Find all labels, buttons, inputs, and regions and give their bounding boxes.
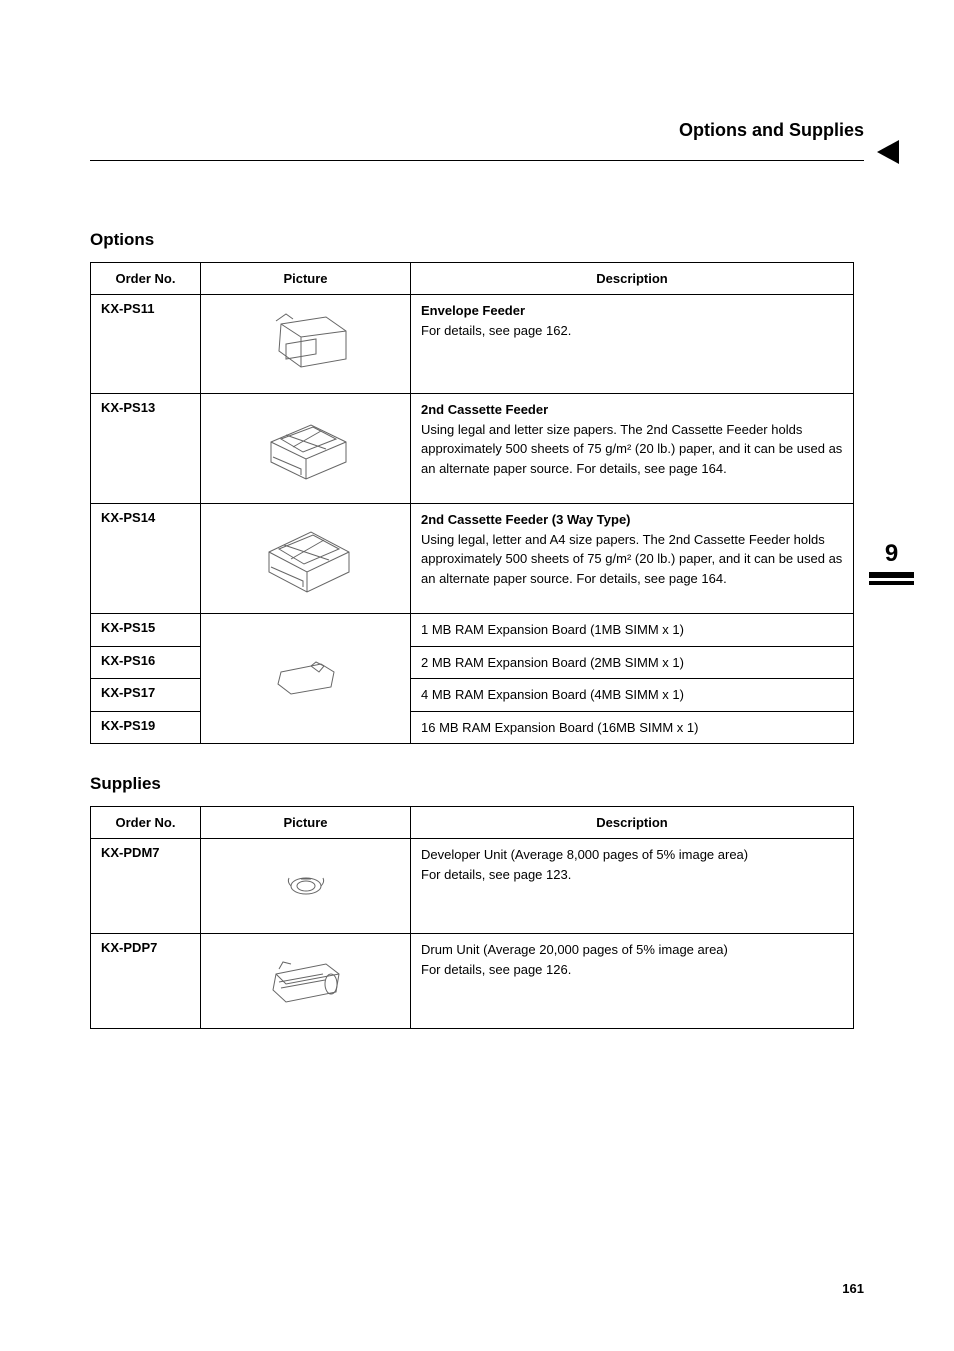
desc-title: 2nd Cassette Feeder (3 Way Type) (421, 512, 631, 527)
supplies-title: Supplies (90, 774, 854, 794)
ram-board-icon (266, 652, 346, 702)
picture-cell (201, 394, 411, 504)
envelope-feeder-icon (251, 309, 361, 379)
options-title: Options (90, 230, 854, 250)
header-description: Description (411, 807, 854, 839)
header-order-no: Order No. (91, 263, 201, 295)
order-no-cell: KX-PS14 (91, 504, 201, 614)
header-picture: Picture (201, 807, 411, 839)
header-divider (90, 160, 864, 161)
description-cell: 2 MB RAM Expansion Board (2MB SIMM x 1) (411, 646, 854, 679)
table-row: KX-PS13 2nd Cassette Feeder Using legal … (91, 394, 854, 504)
description-cell: 2nd Cassette Feeder (3 Way Type) Using l… (411, 504, 854, 614)
developer-unit-icon (281, 864, 331, 909)
description-cell: Developer Unit (Average 8,000 pages of 5… (411, 839, 854, 934)
drum-unit-icon (261, 954, 351, 1009)
options-table: Order No. Picture Description KX-PS11 (90, 262, 854, 744)
table-header-row: Order No. Picture Description (91, 807, 854, 839)
order-no-cell: KX-PDM7 (91, 839, 201, 934)
desc-line1: Drum Unit (Average 20,000 pages of 5% im… (421, 942, 728, 957)
page-number: 161 (842, 1281, 864, 1296)
table-row: KX-PDM7 Developer Unit (Average 8,000 pa… (91, 839, 854, 934)
desc-title: 2nd Cassette Feeder (421, 402, 548, 417)
picture-cell (201, 934, 411, 1029)
cassette-feeder-3way-icon (251, 517, 361, 597)
desc-title: Envelope Feeder (421, 303, 525, 318)
tab-bar-icon (869, 572, 914, 578)
description-cell: Drum Unit (Average 20,000 pages of 5% im… (411, 934, 854, 1029)
table-row: KX-PS14 2nd Cassette Feeder (3 Way Type)… (91, 504, 854, 614)
order-no-cell: KX-PS16 (91, 646, 201, 679)
description-cell: 2nd Cassette Feeder Using legal and lett… (411, 394, 854, 504)
description-cell: 4 MB RAM Expansion Board (4MB SIMM x 1) (411, 679, 854, 712)
header-order-no: Order No. (91, 807, 201, 839)
order-no-cell: KX-PS19 (91, 711, 201, 744)
order-no-cell: KX-PS13 (91, 394, 201, 504)
picture-cell (201, 839, 411, 934)
picture-cell (201, 504, 411, 614)
picture-cell (201, 614, 411, 744)
supplies-table: Order No. Picture Description KX-PDM7 (90, 806, 854, 1029)
order-no-cell: KX-PS15 (91, 614, 201, 647)
desc-line1: Developer Unit (Average 8,000 pages of 5… (421, 847, 748, 862)
picture-cell (201, 295, 411, 394)
table-row: KX-PS15 1 MB RAM Expansion Board (1MB SI… (91, 614, 854, 647)
desc-detail: Using legal and letter size papers. The … (421, 422, 842, 476)
description-cell: 16 MB RAM Expansion Board (16MB SIMM x 1… (411, 711, 854, 744)
desc-detail: Using legal, letter and A4 size papers. … (421, 532, 842, 586)
main-content: Options Order No. Picture Description KX… (90, 230, 854, 1059)
tab-number: 9 (869, 540, 914, 568)
table-header-row: Order No. Picture Description (91, 263, 854, 295)
table-row: KX-PDP7 Drum Unit (Average 20,000 pages … (91, 934, 854, 1029)
cassette-feeder-icon (251, 407, 361, 487)
header-arrow-icon (877, 140, 899, 164)
order-no-cell: KX-PS17 (91, 679, 201, 712)
desc-detail: For details, see page 162. (421, 323, 571, 338)
header-description: Description (411, 263, 854, 295)
desc-line2: For details, see page 123. (421, 867, 571, 882)
section-tab: 9 (869, 540, 914, 585)
order-no-cell: KX-PDP7 (91, 934, 201, 1029)
description-cell: 1 MB RAM Expansion Board (1MB SIMM x 1) (411, 614, 854, 647)
header-picture: Picture (201, 263, 411, 295)
table-row: KX-PS11 Envelope Feeder For details, see… (91, 295, 854, 394)
description-cell: Envelope Feeder For details, see page 16… (411, 295, 854, 394)
page-header: Options and Supplies (679, 120, 864, 141)
order-no-cell: KX-PS11 (91, 295, 201, 394)
tab-bar-icon (869, 581, 914, 585)
desc-line2: For details, see page 126. (421, 962, 571, 977)
